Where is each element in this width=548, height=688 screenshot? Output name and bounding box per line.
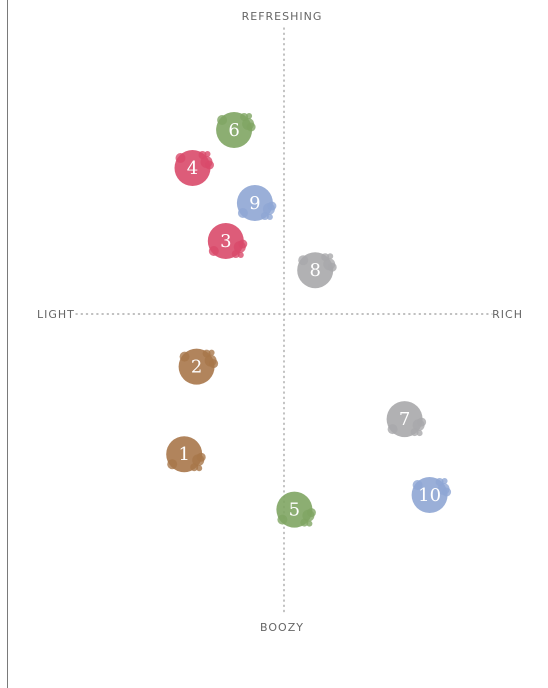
point-blob-speck <box>306 508 316 518</box>
point-blob-speck <box>387 424 398 435</box>
left-border-rule <box>7 0 8 688</box>
point-label: 5 <box>289 500 300 521</box>
point-blob-speck <box>208 246 219 256</box>
data-point-4: 4 <box>174 150 214 186</box>
data-point-3: 3 <box>207 223 248 259</box>
point-blob-speck <box>196 465 203 472</box>
data-point-2: 2 <box>178 348 219 385</box>
point-blob-speck <box>410 428 419 437</box>
point-blob-speck <box>300 518 309 527</box>
axis-label-top: REFRESHING <box>242 10 323 23</box>
point-blob-speck <box>202 349 211 358</box>
point-blob-speck <box>217 115 228 125</box>
point-blob-speck <box>246 113 253 119</box>
point-blob-speck <box>321 253 330 262</box>
point-blob-speck <box>441 478 448 484</box>
point-blob-speck <box>190 463 199 472</box>
data-point-7: 7 <box>386 401 427 438</box>
point-blob-speck <box>198 151 207 159</box>
point-blob-speck <box>412 480 423 490</box>
point-label: 7 <box>399 409 410 430</box>
point-blob-speck <box>306 520 313 527</box>
point-label: 10 <box>418 485 441 506</box>
point-blob-speck <box>231 250 240 258</box>
point-label: 2 <box>191 357 202 378</box>
point-blob-speck <box>205 160 214 170</box>
point-blob-speck <box>442 487 452 497</box>
point-blob-speck <box>327 262 337 272</box>
point-label: 6 <box>228 120 239 141</box>
point-label: 4 <box>187 158 198 179</box>
point-blob-speck <box>327 253 334 260</box>
point-blob-speck <box>167 459 178 470</box>
axis-label-right: RICH <box>492 308 523 321</box>
point-blob-speck <box>240 113 249 121</box>
point-label: 3 <box>220 231 231 252</box>
point-blob-speck <box>417 417 427 427</box>
data-point-10: 10 <box>411 477 452 513</box>
data-point-9: 9 <box>236 185 277 221</box>
axis-label-left: LIGHT <box>37 308 75 321</box>
data-point-8: 8 <box>297 252 337 289</box>
points-layer: 1 2 3 4 5 6 7 8 9 10 <box>166 112 452 528</box>
point-blob-speck <box>277 514 288 525</box>
point-blob-speck <box>175 153 186 163</box>
point-label: 1 <box>178 444 189 465</box>
data-point-6: 6 <box>216 112 256 148</box>
point-label: 9 <box>249 193 260 214</box>
data-point-1: 1 <box>166 436 206 473</box>
point-blob-speck <box>266 214 273 220</box>
point-blob-speck <box>267 201 277 211</box>
point-label: 8 <box>309 260 320 281</box>
point-blob-speck <box>246 122 256 132</box>
point-blob-speck <box>238 239 248 249</box>
point-blob-speck <box>416 430 423 437</box>
point-blob-speck <box>435 478 444 486</box>
point-blob-speck <box>237 252 244 258</box>
point-blob-speck <box>204 151 211 157</box>
point-blob-speck <box>209 359 219 369</box>
point-blob-speck <box>179 351 190 362</box>
point-blob-speck <box>196 452 206 462</box>
point-blob-speck <box>237 208 248 218</box>
point-blob-speck <box>260 212 269 220</box>
data-point-5: 5 <box>276 491 316 528</box>
point-blob-speck <box>298 255 309 266</box>
axis-label-bottom: BOOZY <box>260 621 304 634</box>
point-blob-speck <box>208 349 215 356</box>
